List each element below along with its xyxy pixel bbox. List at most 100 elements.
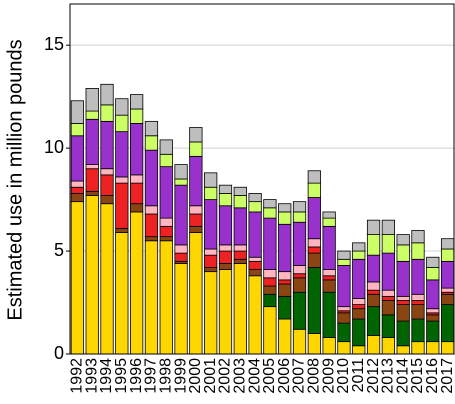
bar-segment xyxy=(366,335,381,355)
bar-segment xyxy=(381,314,395,338)
x-tick-label: 2010 xyxy=(335,358,352,394)
bar-segment xyxy=(352,308,366,320)
y-axis-title: Estimated use in million pounds xyxy=(4,39,26,320)
x-tick-label: 2011 xyxy=(350,358,367,393)
bar-segment xyxy=(85,168,99,192)
bar-segment xyxy=(263,293,277,308)
bar-segment xyxy=(292,291,307,330)
bar-segment xyxy=(204,248,218,256)
bar-segment xyxy=(396,345,410,355)
bar-segment xyxy=(366,281,381,291)
bar-segment xyxy=(144,205,159,215)
bar-segment xyxy=(366,293,381,308)
bar-segment xyxy=(70,201,85,355)
bar-segment xyxy=(115,176,129,184)
bar-segment xyxy=(174,164,188,180)
bar-segment xyxy=(130,182,144,205)
bar-segment xyxy=(248,201,262,213)
bar-segment xyxy=(322,291,336,338)
x-tick-label: 1992 xyxy=(69,358,86,394)
bar-segment xyxy=(100,174,114,196)
x-tick-label: 2006 xyxy=(276,358,293,394)
bar-segment xyxy=(366,234,381,256)
bar-segment xyxy=(337,322,351,343)
x-tick-label: 2017 xyxy=(439,358,455,394)
x-tick-label: 1994 xyxy=(98,358,115,394)
x-tick-label: 2003 xyxy=(232,358,249,394)
bar-segment xyxy=(322,337,336,355)
bar-segment xyxy=(144,213,159,238)
bar-segment xyxy=(85,88,99,112)
x-tick-label: 1999 xyxy=(172,358,189,394)
bar-segment xyxy=(144,135,159,151)
bar-segment xyxy=(278,318,292,355)
bar-segment xyxy=(218,263,233,270)
bar-segment xyxy=(189,141,203,157)
bar-segment xyxy=(307,238,321,248)
bar-segment xyxy=(322,279,336,293)
bar-segment xyxy=(189,205,203,215)
bar-segment xyxy=(218,184,233,194)
x-tick-label: 2012 xyxy=(365,358,382,394)
bar-segment xyxy=(337,258,351,266)
bar-segment xyxy=(70,100,85,124)
bar-segment xyxy=(233,207,247,246)
bar-segment xyxy=(115,232,129,355)
bar-segment xyxy=(85,190,99,196)
bar-segment xyxy=(366,254,381,283)
bar-segment xyxy=(70,180,85,188)
bar-segment xyxy=(396,304,410,322)
bar-segment xyxy=(70,135,85,182)
bar-segment xyxy=(322,275,336,281)
bar-segment xyxy=(130,123,144,176)
bar-segment xyxy=(174,184,188,246)
x-tick-label: 2005 xyxy=(261,358,278,394)
bar-segment xyxy=(115,131,129,178)
bar-segment xyxy=(189,232,203,355)
bar-segment xyxy=(396,234,410,246)
bar-segment xyxy=(144,120,159,137)
x-tick-label: 2001 xyxy=(202,358,219,394)
x-tick-label: 2007 xyxy=(291,358,308,394)
bar-segment xyxy=(381,289,395,297)
bar-segment xyxy=(278,283,292,297)
bar-segment xyxy=(278,203,292,213)
bar-segment xyxy=(440,260,455,289)
bar-segment xyxy=(263,207,277,219)
bar-segment xyxy=(322,217,336,227)
y-tick-label: 0 xyxy=(54,343,64,363)
bar-segment xyxy=(426,341,440,355)
bar-segment xyxy=(411,304,425,320)
bar-segment xyxy=(233,258,247,264)
bar-segment xyxy=(100,195,114,205)
bar-segment xyxy=(248,275,262,355)
x-tick-label: 1993 xyxy=(83,358,100,394)
bar-segment xyxy=(337,341,351,355)
bar-segment xyxy=(278,295,292,320)
bar-segment xyxy=(440,287,455,293)
bar-segment xyxy=(278,271,292,281)
bar-segment xyxy=(130,211,144,355)
bar-segment xyxy=(100,120,114,170)
bar-segment xyxy=(426,314,440,322)
bar-segment xyxy=(322,211,336,219)
x-tick-label: 2008 xyxy=(306,358,323,394)
bar-segment xyxy=(218,269,233,355)
bar-segment xyxy=(381,219,395,235)
x-tick-label: 2009 xyxy=(320,358,337,394)
bar-segment xyxy=(381,252,395,291)
bar-segment xyxy=(263,199,277,209)
bar-segment xyxy=(70,186,85,194)
bar-segment xyxy=(411,300,425,305)
x-tick-label: 2016 xyxy=(424,358,441,394)
bar-segment xyxy=(204,267,218,273)
bar-segment xyxy=(144,240,159,355)
bar-segment xyxy=(144,149,159,207)
y-tick-label: 5 xyxy=(54,240,64,260)
y-tick-label: 10 xyxy=(44,137,64,157)
bar-segment xyxy=(337,250,351,260)
bar-segment xyxy=(278,223,292,273)
bar-segment xyxy=(144,236,159,242)
bar-segment xyxy=(381,234,395,254)
bar-segment xyxy=(352,345,366,355)
